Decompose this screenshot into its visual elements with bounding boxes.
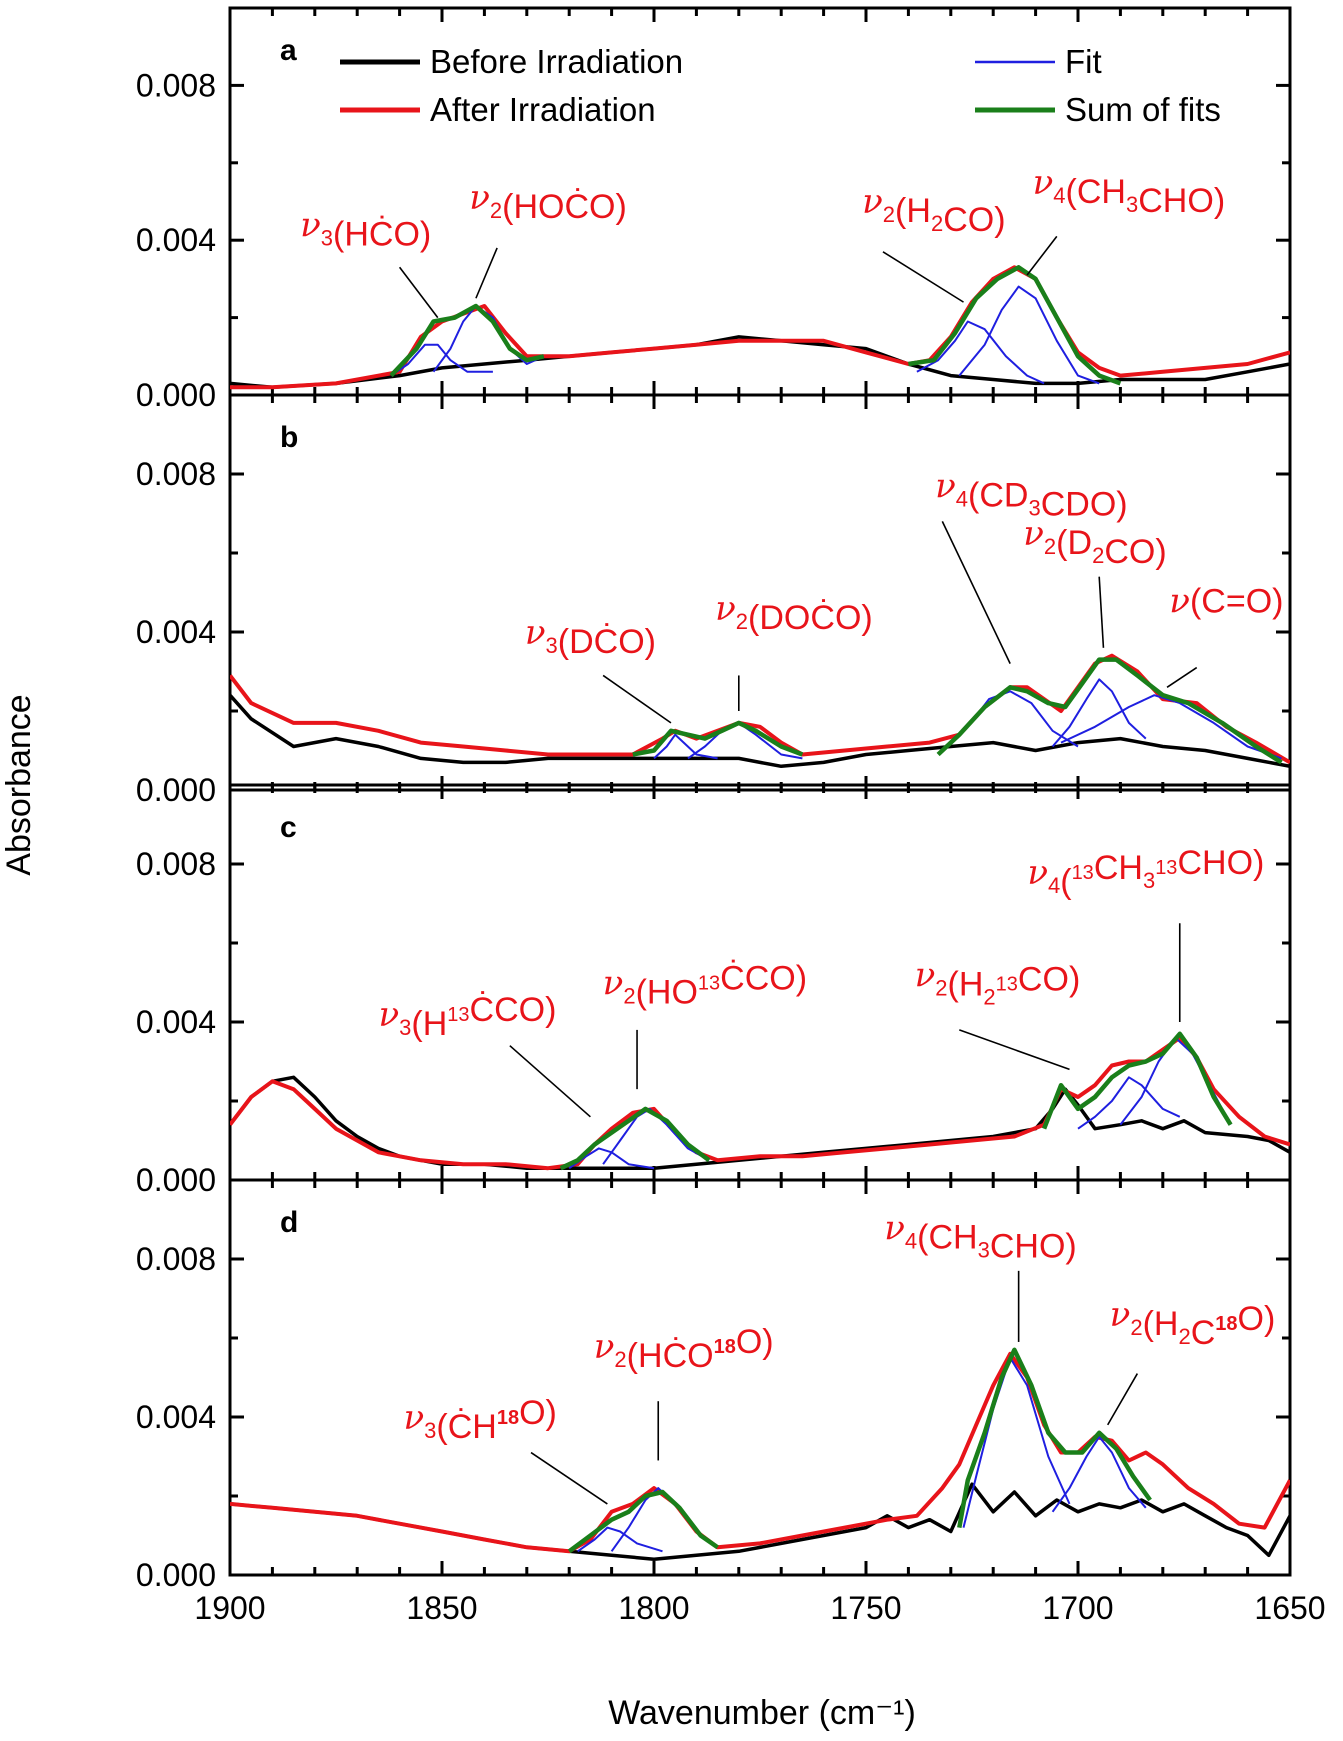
annotation-leader-line xyxy=(398,266,439,319)
panel-d: 0.000 0.004 0.008 d ν3(ĊH18O) ν2(HĊO18O) ν4(CH… xyxy=(136,1178,1326,1626)
annotation-leader-line xyxy=(1098,576,1105,648)
annotation-label: ν4(CD3CDO) xyxy=(935,467,1128,524)
series-fit xyxy=(1060,694,1282,760)
annotation-label: ν3(H13ĊCO) xyxy=(378,991,556,1043)
x-tick-label: 1700 xyxy=(1042,1590,1113,1626)
series-fit xyxy=(568,1147,655,1170)
series-fit xyxy=(1077,1076,1181,1130)
annotation-label: ν4(13CH313CHO) xyxy=(1027,844,1264,901)
annotation-leader-line xyxy=(530,1451,608,1505)
x-tick-label: 1800 xyxy=(618,1590,689,1626)
x-tick-label: 1850 xyxy=(406,1590,477,1626)
annotation-label: ν2(HOĊO) xyxy=(469,178,627,226)
series-fit xyxy=(1051,678,1147,748)
annotation-leader-line xyxy=(1166,666,1198,688)
panel-frame xyxy=(228,1178,1292,1577)
annotation-leader-line xyxy=(475,247,498,299)
series-sum-of-fits xyxy=(389,303,545,378)
annotation-leader-line xyxy=(941,521,1011,664)
annotation-label: ν2(HO13ĊCO) xyxy=(603,959,807,1011)
series-fit xyxy=(916,320,1045,385)
annotation-leader-line xyxy=(959,1029,1070,1071)
panel-letter: d xyxy=(280,1206,298,1239)
y-tick-label: 0.004 xyxy=(136,1004,216,1040)
panel-letter: b xyxy=(280,421,298,454)
series-fit xyxy=(390,343,493,377)
annotation-label: ν2(H213CO) xyxy=(915,955,1081,1009)
series-fit xyxy=(1051,1435,1147,1513)
series-sum-of-fits xyxy=(957,1347,1152,1528)
annotation-leader-line xyxy=(1026,235,1058,276)
y-axis-title: Absorbance xyxy=(0,694,38,875)
panel-a: 0.000 0.004 0.008 a ν3(HĊO) ν2(HOĊO) ν2(H2CO) ν… xyxy=(136,6,1292,413)
annotation-label: ν2(H2CO) xyxy=(862,182,1005,239)
y-tick-label: 0.008 xyxy=(136,1241,216,1277)
series-sum-of-fits xyxy=(632,720,804,757)
series-fit xyxy=(610,1487,714,1552)
series-sum-of-fits xyxy=(559,1106,711,1171)
annotation-leader-line xyxy=(882,251,964,303)
annotation-label: ν4(CH3CHO) xyxy=(1033,163,1226,220)
series-after-irradiation xyxy=(230,1351,1290,1554)
annotation-label: ν3(HĊO) xyxy=(300,205,431,253)
panel-b: 0.000 0.004 0.008 b ν3(DĊO) ν2(DOĊO) ν4(CD3CDO… xyxy=(136,393,1292,808)
x-axis-title: Wavenumber (cm⁻¹) xyxy=(608,1694,916,1732)
annotation-leader-line xyxy=(509,1045,591,1118)
annotation-label: ν2(D2CO) xyxy=(1023,514,1166,571)
y-tick-label: 0.004 xyxy=(136,614,216,650)
y-tick-label: 0.000 xyxy=(136,377,216,413)
legend-entry: After Irradiation xyxy=(430,91,656,128)
annotation-leader-line xyxy=(602,674,672,724)
y-tick-label: 0.004 xyxy=(136,1399,216,1435)
panels-layer: 0.000 0.004 0.008 a ν3(HĊO) ν2(HOĊO) ν2(H2CO) ν… xyxy=(136,6,1326,1626)
series-fit xyxy=(577,1526,663,1553)
annotation-label: ν(C=O) xyxy=(1169,581,1283,621)
y-tick-label: 0.000 xyxy=(136,772,216,808)
series-before-irradiation xyxy=(230,335,1290,390)
series-sum-of-fits xyxy=(908,265,1122,386)
series-group xyxy=(230,653,1290,769)
x-tick-label: 1750 xyxy=(830,1590,901,1626)
annotation-label: ν2(HĊO18O) xyxy=(594,1323,774,1375)
panel-frame xyxy=(228,393,1292,792)
annotation-label: ν3(ĊH18O) xyxy=(403,1394,556,1446)
series-group xyxy=(230,1347,1290,1561)
series-group xyxy=(230,265,1290,390)
series-after-irradiation xyxy=(230,1035,1290,1171)
legend-entry: Before Irradiation xyxy=(430,43,683,80)
y-tick-label: 0.008 xyxy=(136,846,216,882)
series-group xyxy=(230,1031,1290,1171)
legend-entry: Sum of fits xyxy=(1065,91,1221,128)
panel-c: 0.000 0.004 0.008 c ν3(H13ĊCO) ν2(HO13ĊCO) ν2(… xyxy=(136,783,1292,1198)
y-tick-label: 0.000 xyxy=(136,1162,216,1198)
series-fit xyxy=(653,733,718,760)
y-tick-label: 0.008 xyxy=(136,456,216,492)
series-sum-of-fits xyxy=(936,657,1283,765)
legend: Before Irradiation After Irradiation Fit Su… xyxy=(340,43,1221,128)
annotation-label: ν2(DOĊO) xyxy=(715,589,873,637)
y-tick-label: 0.000 xyxy=(136,1557,216,1593)
series-before-irradiation xyxy=(230,694,1290,769)
y-tick-label: 0.008 xyxy=(136,67,216,103)
annotation-leader-line xyxy=(1106,1373,1139,1426)
annotation-label: ν4(CH3CHO) xyxy=(884,1208,1077,1265)
legend-entry: Fit xyxy=(1065,43,1102,80)
panel-letter: a xyxy=(280,34,297,67)
annotation-label: ν3(DĊO) xyxy=(525,613,656,661)
annotation-label: ν2(H2C18O) xyxy=(1110,1295,1276,1352)
series-sum-of-fits xyxy=(567,1489,719,1554)
y-tick-label: 0.004 xyxy=(136,222,216,258)
panel-letter: c xyxy=(280,811,297,844)
series-sum-of-fits xyxy=(1042,1031,1233,1130)
x-tick-label: 1650 xyxy=(1254,1590,1325,1626)
series-after-irradiation xyxy=(230,265,1290,390)
x-tick-label: 1900 xyxy=(194,1590,265,1626)
series-fit xyxy=(958,285,1100,385)
